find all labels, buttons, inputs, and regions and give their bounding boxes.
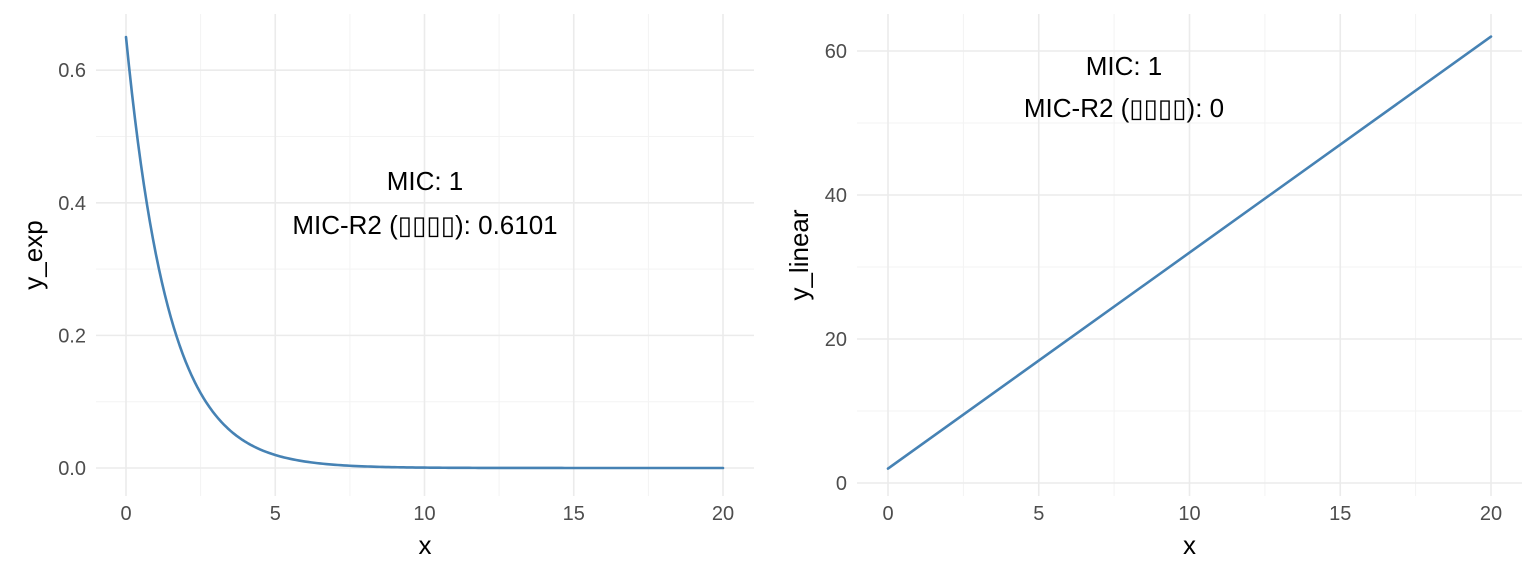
y-tick-label: 60 (825, 41, 847, 63)
y-tick-label: 0.0 (58, 458, 86, 480)
y-tick-label: 0.4 (58, 193, 86, 215)
y-tick-label: 0.2 (58, 325, 86, 347)
y-tick-label: 20 (825, 329, 847, 351)
x-tick-label: 10 (1178, 503, 1200, 525)
x-tick-label: 15 (563, 503, 585, 525)
series-line-linear (886, 35, 1493, 470)
panel-linear: 0 5 10 15 20 0 20 40 60 x y_linear MIC: 1 MIC-R2… (784, 14, 1522, 560)
x-tick-label: 10 (413, 503, 435, 525)
y-tick-label: 0.6 (58, 60, 86, 82)
x-axis-label: x (1183, 530, 1196, 560)
annotation-mic: MIC: 1 (387, 166, 464, 196)
x-tick-label: 15 (1329, 503, 1351, 525)
x-tick-label: 5 (270, 503, 281, 525)
annotation-mic: MIC: 1 (1086, 51, 1163, 81)
series-line-exp (124, 35, 725, 470)
x-tick-label: 20 (712, 503, 734, 525)
x-tick-label: 5 (1033, 503, 1044, 525)
y-axis-label: y_linear (784, 209, 814, 300)
y-tick-label: 0 (836, 473, 847, 495)
x-tick-label: 20 (1480, 503, 1502, 525)
annotation-mic-r2: MIC-R2 (▯▯▯▯): 0 (1024, 93, 1224, 123)
x-axis-label: x (419, 530, 432, 560)
y-tick-label: 40 (825, 185, 847, 207)
y-axis-label: y_exp (18, 220, 48, 289)
panel-exp: 0 5 10 15 20 0.0 0.2 0.4 0.6 x y_exp MIC: 1 MIC-… (18, 14, 754, 560)
annotation-mic-r2: MIC-R2 (▯▯▯▯): 0.6101 (292, 210, 557, 240)
x-tick-label: 0 (120, 503, 131, 525)
x-tick-label: 0 (882, 503, 893, 525)
